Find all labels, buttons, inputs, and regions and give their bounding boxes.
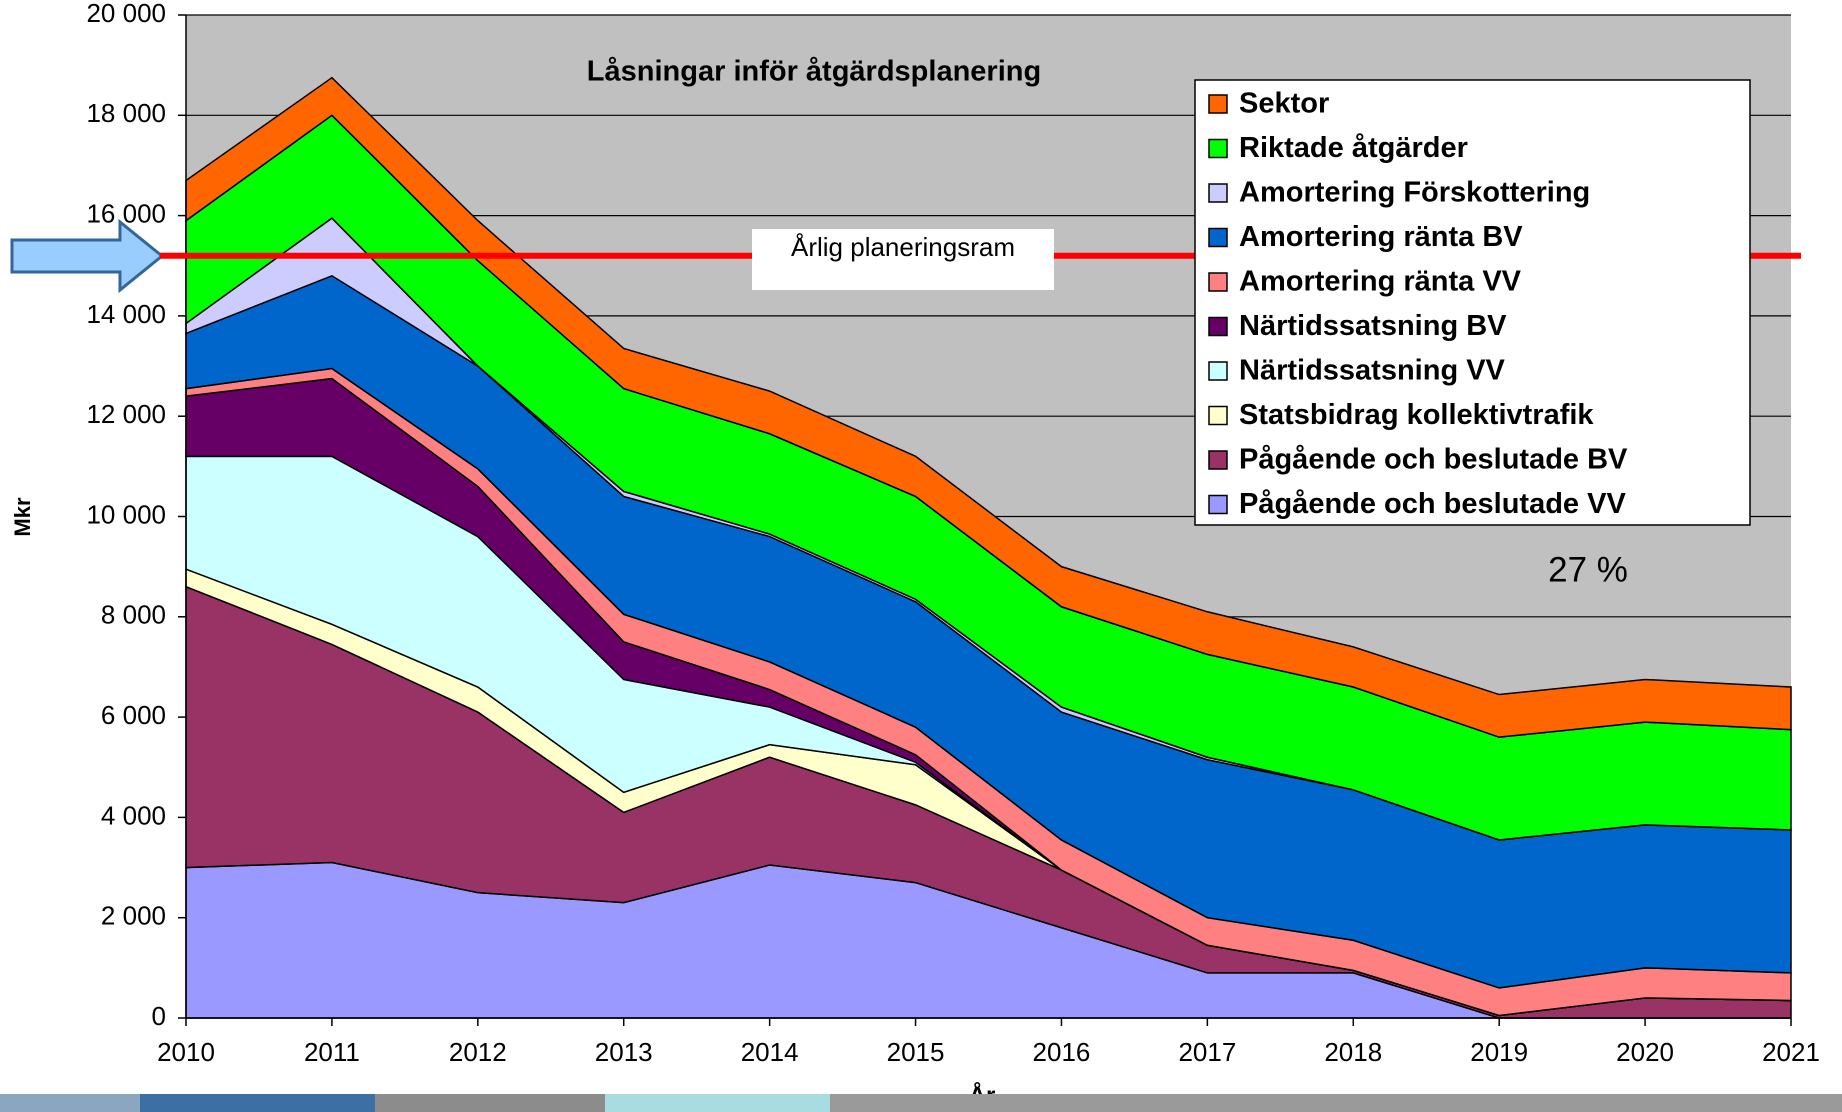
legend-swatch xyxy=(1208,227,1228,248)
x-tick-label: 2010 xyxy=(157,1037,215,1067)
photo-strip xyxy=(0,1094,1842,1112)
reference-label: Årlig planeringsram xyxy=(791,232,1015,262)
y-tick-label: 6 000 xyxy=(101,700,166,730)
legend-label: Amortering ränta BV xyxy=(1239,221,1523,253)
legend-swatch xyxy=(1208,272,1228,292)
legend-label: Sektor xyxy=(1239,88,1329,120)
legend-label: Statsbidrag kollektivtrafik xyxy=(1239,399,1594,431)
legend-swatch xyxy=(1208,183,1228,203)
y-tick-label: 10 000 xyxy=(86,499,166,529)
x-tick-label: 2019 xyxy=(1470,1037,1528,1067)
legend-swatch xyxy=(1208,450,1228,470)
x-tick-label: 2011 xyxy=(304,1037,360,1067)
y-tick-label: 0 xyxy=(152,1001,166,1031)
legend-swatch xyxy=(1208,316,1228,337)
legend-label: Amortering ränta VV xyxy=(1239,266,1522,298)
legend-label: Amortering Förskottering xyxy=(1239,177,1590,209)
y-tick-label: 16 000 xyxy=(86,198,166,228)
legend-box xyxy=(1194,79,1751,526)
x-tick-label: 2014 xyxy=(741,1037,799,1067)
legend-label: Riktade åtgärder xyxy=(1239,132,1468,164)
y-axis-label: Mkr xyxy=(10,497,35,537)
legend-label: Pågående och beslutade BV xyxy=(1239,444,1628,476)
areas xyxy=(185,76,1792,1019)
legend-swatch xyxy=(1208,361,1228,381)
area xyxy=(185,76,1792,738)
x-tick-label: 2015 xyxy=(887,1037,945,1067)
reference-label-box xyxy=(752,229,1054,290)
chart-title: Låsningar inför åtgärdsplanering xyxy=(587,56,1041,88)
x-tick-label: 2020 xyxy=(1616,1037,1674,1067)
arrow-icon xyxy=(10,218,165,294)
x-tick-label: 2018 xyxy=(1324,1037,1382,1067)
x-tick-label: 2013 xyxy=(595,1037,653,1067)
legend-swatch xyxy=(1208,94,1228,114)
legend-label: Närtidssatsning BV xyxy=(1239,310,1507,342)
y-tick-label: 2 000 xyxy=(101,901,166,931)
x-tick-label: 2016 xyxy=(1033,1037,1091,1067)
legend-swatch xyxy=(1208,405,1228,426)
y-tick-label: 14 000 xyxy=(86,299,166,329)
overlay xyxy=(178,14,1792,1026)
y-tick-label: 18 000 xyxy=(86,98,166,128)
y-tick-label: 8 000 xyxy=(101,600,166,630)
x-tick-label: 2021 xyxy=(1762,1037,1820,1067)
y-tick-label: 20 000 xyxy=(86,0,166,28)
legend-swatch xyxy=(1208,138,1228,159)
legend-swatch xyxy=(1208,494,1228,515)
y-tick-label: 4 000 xyxy=(101,800,166,830)
legend-label: Pågående och beslutade VV xyxy=(1239,488,1626,520)
annotation: 27 % xyxy=(1548,550,1628,589)
x-tick-label: 2017 xyxy=(1178,1037,1236,1067)
x-tick-label: 2012 xyxy=(449,1037,507,1067)
y-tick-label: 12 000 xyxy=(86,399,166,429)
legend-label: Närtidssatsning VV xyxy=(1239,355,1506,387)
